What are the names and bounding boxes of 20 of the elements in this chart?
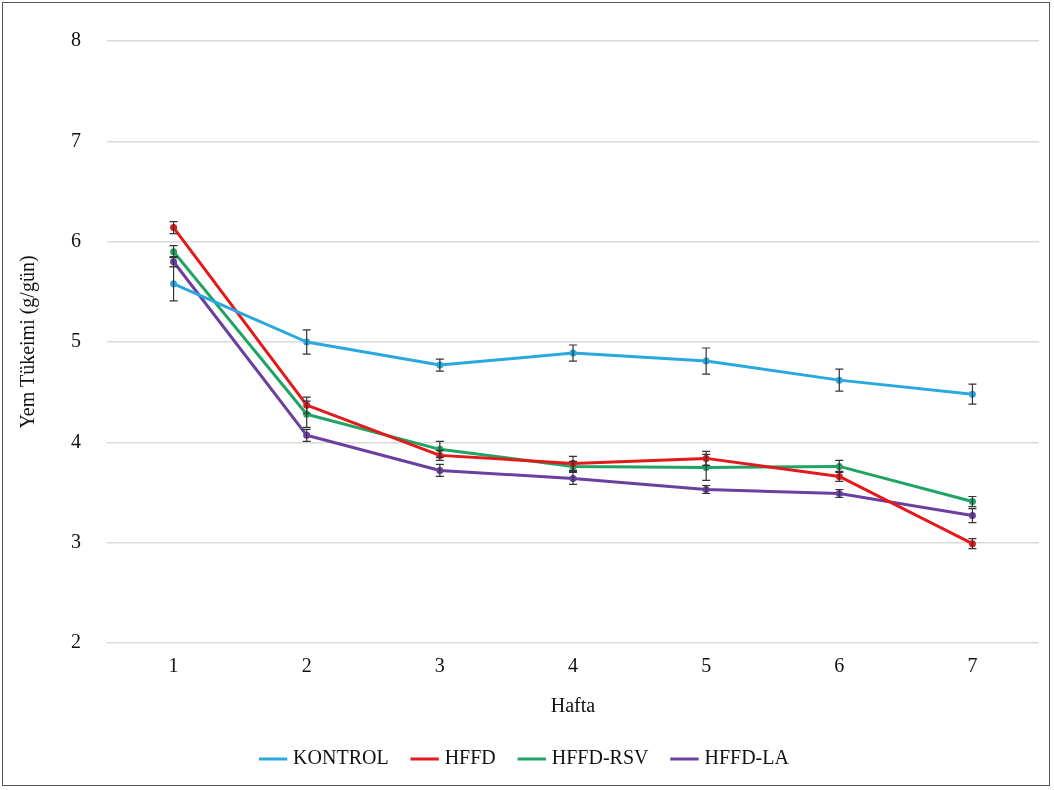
y-tick-label: 4 bbox=[71, 429, 81, 452]
x-tick-label: 1 bbox=[168, 654, 179, 677]
x-tick-label: 3 bbox=[434, 654, 445, 677]
y-tick-label: 8 bbox=[71, 28, 81, 51]
y-tick-label: 2 bbox=[71, 630, 81, 653]
x-tick-label: 4 bbox=[568, 654, 578, 677]
y-tick-label: 5 bbox=[71, 329, 81, 352]
x-axis-title: Hafta bbox=[550, 694, 596, 717]
y-tick-label: 6 bbox=[71, 228, 81, 251]
legend-label: HFFD-RSV bbox=[551, 746, 650, 769]
x-tick-label: 2 bbox=[301, 654, 312, 677]
y-tick-label: 7 bbox=[71, 128, 81, 151]
legend-label: HFFD bbox=[444, 746, 496, 769]
y-tick-label: 3 bbox=[71, 529, 81, 552]
x-tick-label: 6 bbox=[834, 654, 845, 677]
x-tick-label: 5 bbox=[701, 654, 712, 677]
x-tick-label: 7 bbox=[967, 654, 978, 677]
legend-label: HFFD-LA bbox=[704, 746, 790, 769]
legend-label: KONTROL bbox=[293, 746, 389, 769]
y-axis-title: Yem Tükeimi (g/gün) bbox=[16, 255, 40, 429]
